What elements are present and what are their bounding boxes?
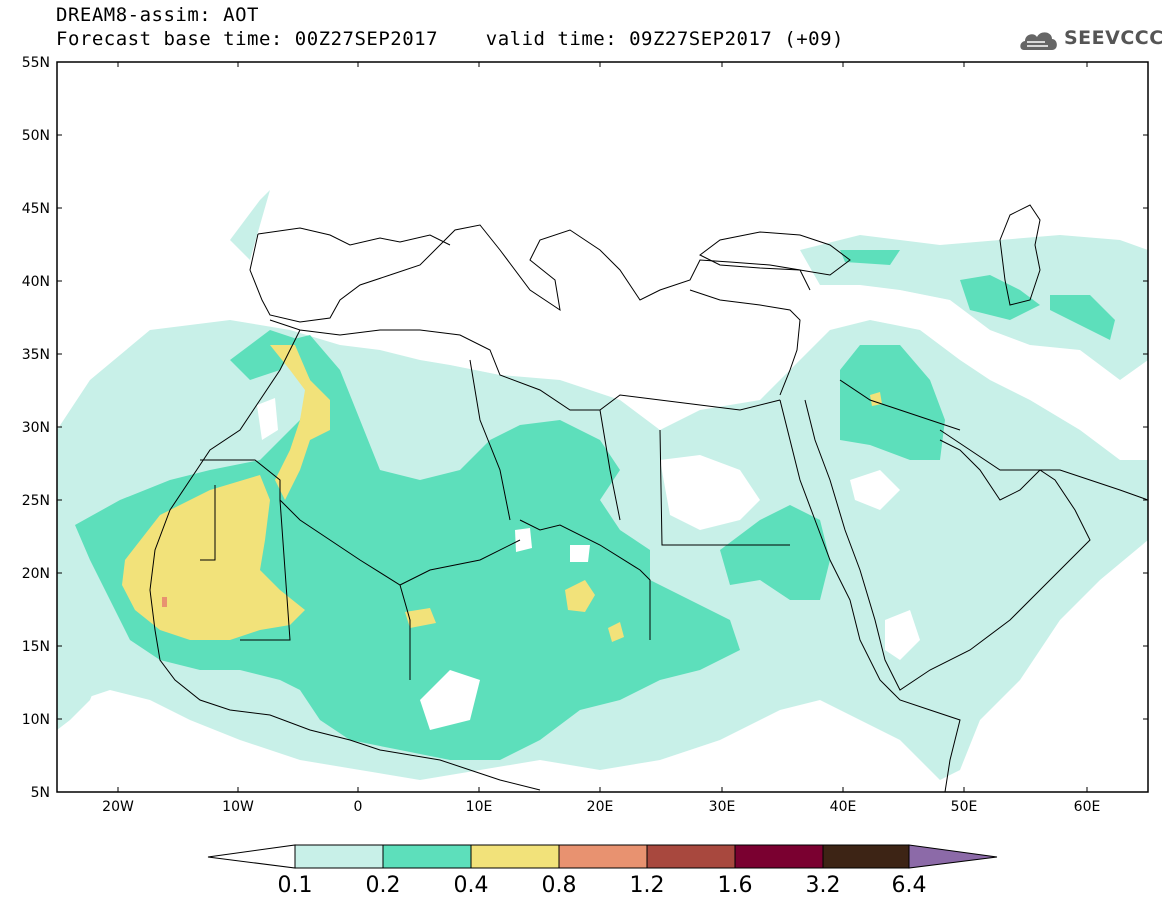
colorbar-label: 0.2: [365, 873, 401, 898]
lat-label: 55N: [22, 55, 50, 71]
lon-ticks: [117, 62, 1088, 792]
lon-label: 20E: [587, 799, 614, 815]
map-title: DREAM8-assim: AOT: [56, 4, 259, 26]
lon-label: 0: [354, 799, 363, 815]
colorbar-swatch: [734, 844, 824, 869]
aot-field-clear: [257, 398, 920, 730]
coastlines-borders: [149, 204, 1148, 792]
colorbar-label: 0.8: [541, 873, 577, 898]
colorbar: [207, 844, 998, 869]
colorbar-swatch: [470, 844, 560, 869]
lat-label: 5N: [31, 785, 50, 801]
colorbar-label: 1.2: [629, 873, 665, 898]
colorbar-over-triangle: [908, 844, 998, 869]
lon-label: 20W: [102, 799, 134, 815]
colorbar-label: 0.1: [277, 873, 313, 898]
colorbar-label: 1.6: [717, 873, 753, 898]
lat-label: 40N: [22, 274, 50, 290]
lon-label: 60E: [1074, 799, 1101, 815]
lat-label: 15N: [22, 639, 50, 655]
lon-label: 10E: [466, 799, 493, 815]
lat-label: 30N: [22, 420, 50, 436]
colorbar-label: 6.4: [891, 873, 927, 898]
aot-field-0.2: [75, 250, 1115, 760]
colorbar-swatch: [294, 844, 384, 869]
colorbar-under-triangle: [207, 844, 296, 869]
colorbar-swatch: [382, 844, 472, 869]
colorbar-swatch: [646, 844, 736, 869]
lat-label: 35N: [22, 347, 50, 363]
lat-label: 20N: [22, 566, 50, 582]
lon-label: 50E: [951, 799, 978, 815]
map-subtitle: Forecast base time: 00Z27SEP2017 valid t…: [56, 28, 844, 50]
lat-label: 10N: [22, 712, 50, 728]
lon-label: 40E: [830, 799, 857, 815]
lat-label: 25N: [22, 493, 50, 509]
lat-label: 45N: [22, 201, 50, 217]
logo-text: SEEVCCC: [1064, 27, 1164, 49]
colorbar-swatch: [822, 844, 910, 869]
lon-label: 30E: [709, 799, 736, 815]
lat-ticks: [57, 61, 1148, 720]
colorbar-label: 0.4: [453, 873, 489, 898]
colorbar-label: 3.2: [805, 873, 841, 898]
lon-label: 10W: [222, 799, 254, 815]
aot-field-0.8: [162, 597, 167, 607]
colorbar-swatch: [558, 844, 648, 869]
cloud-logo-icon: [1020, 32, 1057, 50]
lat-label: 50N: [22, 128, 50, 144]
